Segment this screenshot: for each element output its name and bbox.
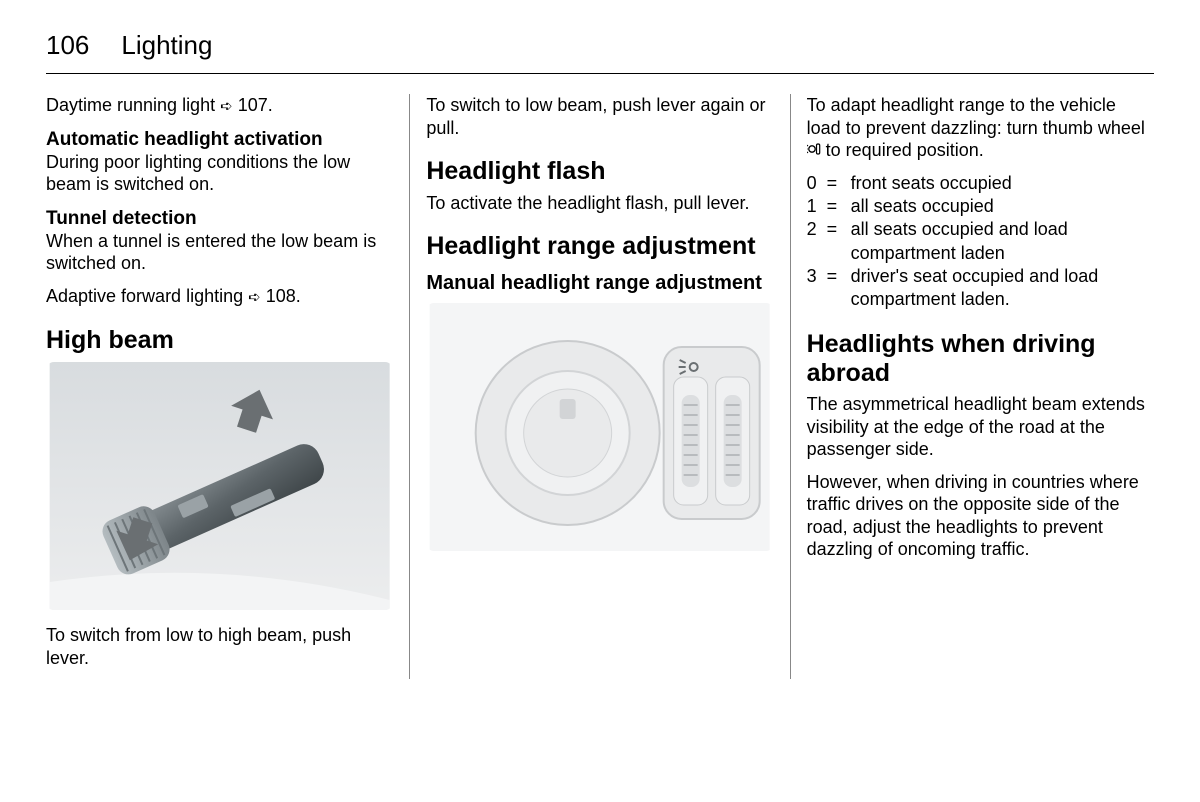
adaptive-line: Adaptive forward lighting ➪ 108. bbox=[46, 285, 393, 308]
drl-text: Daytime running light bbox=[46, 95, 220, 115]
position-row: 0=front seats occupied bbox=[807, 172, 1154, 195]
abroad-title: Headlights when driving abroad bbox=[807, 330, 1154, 388]
highbeam-title: High beam bbox=[46, 326, 393, 355]
ref-arrow-icon: ➪ bbox=[248, 289, 261, 308]
range-sub: Manual headlight range adjustment bbox=[426, 271, 773, 295]
drl-line: Daytime running light ➪ 107. bbox=[46, 94, 393, 117]
adaptive-text: Adaptive forward lighting bbox=[46, 286, 248, 306]
flash-title: Headlight flash bbox=[426, 157, 773, 186]
adapt-body-pre: To adapt headlight range to the vehicle … bbox=[807, 95, 1145, 138]
auto-headlight-title: Automatic headlight activation bbox=[46, 129, 393, 151]
abroad-p2: However, when driving in countries where… bbox=[807, 471, 1154, 561]
position-row: 3=driver's seat occupied and load compar… bbox=[807, 265, 1154, 312]
adapt-body-post: to required position. bbox=[821, 140, 984, 160]
position-value: front seats occupied bbox=[851, 172, 1154, 195]
position-value: driver's seat occupied and load compartm… bbox=[851, 265, 1154, 312]
range-title: Headlight range adjustment bbox=[426, 232, 773, 261]
position-key: 3 bbox=[807, 265, 827, 312]
position-equals: = bbox=[827, 195, 851, 218]
position-equals: = bbox=[827, 265, 851, 312]
column-3: To adapt headlight range to the vehicle … bbox=[790, 94, 1154, 679]
position-value: all seats occupied and load compartment … bbox=[851, 218, 1154, 265]
position-equals: = bbox=[827, 172, 851, 195]
ref-arrow-icon: ➪ bbox=[220, 98, 233, 117]
position-key: 2 bbox=[807, 218, 827, 265]
lowbeam-back: To switch to low beam, push lever again … bbox=[426, 94, 773, 139]
adapt-body: To adapt headlight range to the vehicle … bbox=[807, 94, 1154, 162]
adaptive-ref: 108. bbox=[266, 286, 301, 306]
content-columns: Daytime running light ➪ 107. Automatic h… bbox=[46, 94, 1154, 679]
position-key: 0 bbox=[807, 172, 827, 195]
page-number: 106 bbox=[46, 30, 89, 61]
position-value: all seats occupied bbox=[851, 195, 1154, 218]
tunnel-body: When a tunnel is entered the low beam is… bbox=[46, 230, 393, 275]
flash-body: To activate the headlight flash, pull le… bbox=[426, 192, 773, 215]
position-list: 0=front seats occupied1=all seats occupi… bbox=[807, 172, 1154, 312]
position-row: 2=all seats occupied and load compartmen… bbox=[807, 218, 1154, 265]
thumbwheel-icon bbox=[807, 142, 821, 160]
abroad-p1: The asymmetrical headlight beam extends … bbox=[807, 393, 1154, 461]
tunnel-title: Tunnel detection bbox=[46, 208, 393, 230]
position-equals: = bbox=[827, 218, 851, 265]
page-header: 106 Lighting bbox=[46, 30, 1154, 74]
drl-ref: 107. bbox=[238, 95, 273, 115]
highbeam-caption: To switch from low to high beam, push le… bbox=[46, 624, 393, 669]
range-dial-figure bbox=[426, 303, 773, 551]
auto-headlight-body: During poor lighting conditions the low … bbox=[46, 151, 393, 196]
highbeam-lever-figure bbox=[46, 362, 393, 610]
column-2: To switch to low beam, push lever again … bbox=[409, 94, 789, 679]
position-row: 1=all seats occupied bbox=[807, 195, 1154, 218]
chapter-title: Lighting bbox=[121, 30, 212, 61]
column-1: Daytime running light ➪ 107. Automatic h… bbox=[46, 94, 409, 679]
position-key: 1 bbox=[807, 195, 827, 218]
